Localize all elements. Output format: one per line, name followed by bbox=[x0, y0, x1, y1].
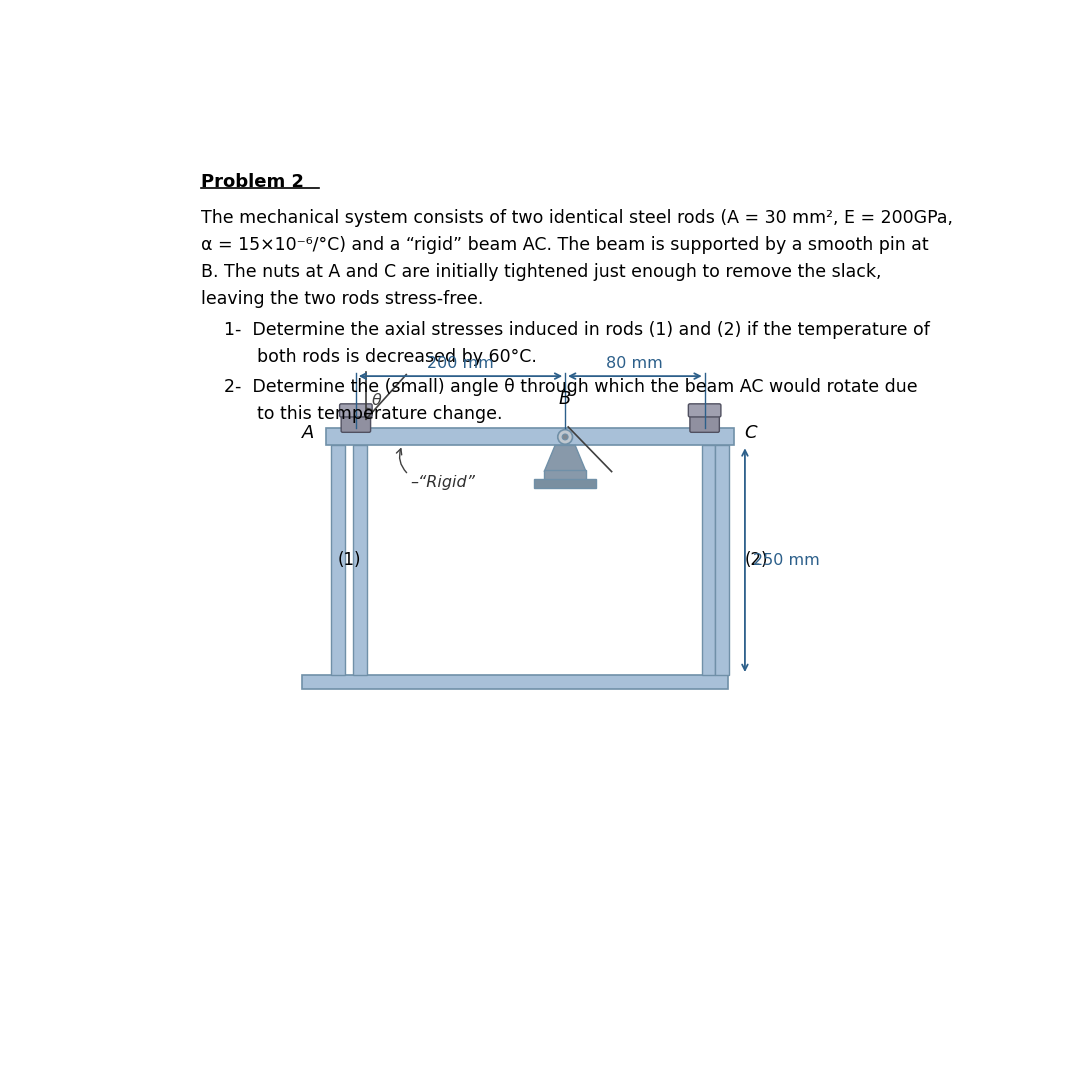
Text: B. The nuts at A and C are initially tightened just enough to remove the slack,: B. The nuts at A and C are initially tig… bbox=[201, 263, 881, 281]
Text: 1-  Determine the axial stresses induced in rods (1) and (2) if the temperature : 1- Determine the axial stresses induced … bbox=[225, 321, 930, 338]
Text: leaving the two rods stress-free.: leaving the two rods stress-free. bbox=[201, 290, 483, 308]
Text: B: B bbox=[559, 389, 571, 408]
Text: C: C bbox=[744, 424, 757, 442]
Text: 200 mm: 200 mm bbox=[427, 357, 494, 372]
Bar bbox=[715, 445, 729, 675]
FancyBboxPatch shape bbox=[690, 406, 719, 432]
Text: The mechanical system consists of two identical steel rods (A = 30 mm², E = 200G: The mechanical system consists of two id… bbox=[201, 209, 953, 227]
Bar bbox=[702, 445, 715, 675]
Text: 80 mm: 80 mm bbox=[607, 357, 663, 372]
FancyBboxPatch shape bbox=[339, 404, 373, 417]
Circle shape bbox=[557, 429, 572, 444]
Text: θ: θ bbox=[372, 393, 381, 409]
Text: A: A bbox=[301, 424, 314, 442]
Bar bbox=[332, 445, 345, 675]
Bar bbox=[544, 470, 586, 480]
Bar bbox=[535, 479, 596, 488]
Circle shape bbox=[563, 435, 568, 440]
Bar bbox=[326, 428, 734, 445]
Text: Problem 2: Problem 2 bbox=[201, 173, 303, 191]
Text: –“Rigid”: –“Rigid” bbox=[410, 475, 475, 490]
FancyBboxPatch shape bbox=[341, 406, 370, 432]
Text: to this temperature change.: to this temperature change. bbox=[225, 405, 502, 424]
Polygon shape bbox=[544, 445, 586, 471]
Text: (1): (1) bbox=[338, 551, 362, 570]
FancyBboxPatch shape bbox=[688, 404, 721, 417]
Text: (2): (2) bbox=[745, 551, 769, 570]
Text: both rods is decreased by 60°C.: both rods is decreased by 60°C. bbox=[225, 348, 537, 365]
Text: 2-  Determine the (small) angle θ through which the beam AC would rotate due: 2- Determine the (small) angle θ through… bbox=[225, 378, 918, 397]
Text: 250 mm: 250 mm bbox=[753, 552, 820, 568]
Bar bbox=[301, 675, 728, 689]
Text: α = 15×10⁻⁶/°C) and a “rigid” beam AC. The beam is supported by a smooth pin at: α = 15×10⁻⁶/°C) and a “rigid” beam AC. T… bbox=[201, 236, 929, 254]
Bar bbox=[353, 445, 367, 675]
